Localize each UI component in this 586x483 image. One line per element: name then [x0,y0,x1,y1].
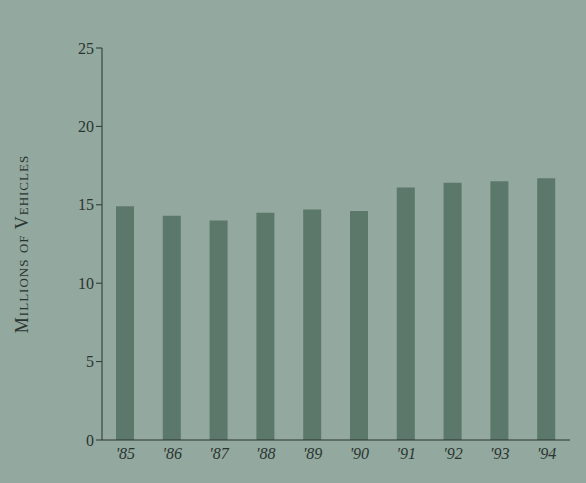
svg-text:'86: '86 [162,445,181,462]
svg-text:'89: '89 [303,445,322,462]
svg-text:'94: '94 [537,445,556,462]
svg-text:5: 5 [86,353,94,370]
svg-text:'90: '90 [350,445,369,462]
svg-text:15: 15 [78,196,94,213]
svg-text:'85: '85 [116,445,135,462]
svg-text:Millions of Vehicles: Millions of Vehicles [12,155,32,333]
svg-text:'92: '92 [443,445,462,462]
svg-text:0: 0 [86,432,94,449]
svg-text:20: 20 [78,118,94,135]
svg-text:25: 25 [78,40,94,57]
svg-text:'93: '93 [490,445,509,462]
svg-text:'91: '91 [396,445,415,462]
svg-text:10: 10 [78,275,94,292]
svg-text:'87: '87 [209,445,229,462]
svg-text:'88: '88 [256,445,275,462]
